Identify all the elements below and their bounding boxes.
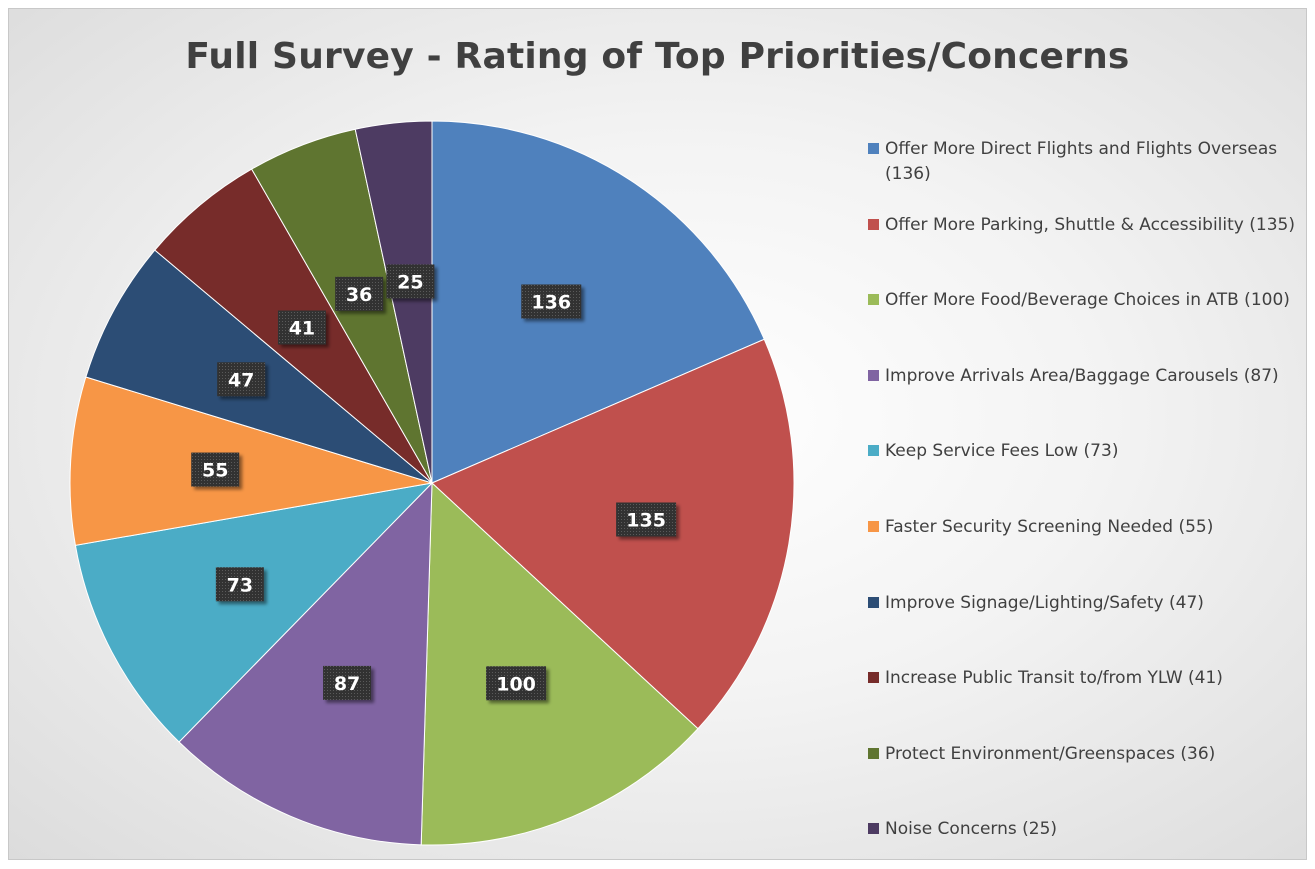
- legend-label: Offer More Parking, Shuttle & Accessibil…: [885, 214, 1295, 235]
- pie-slice: [354, 120, 433, 484]
- data-label-text: 25: [397, 271, 423, 293]
- pie-slice: [69, 376, 433, 546]
- data-label-text: 100: [496, 673, 536, 695]
- legend-item: Offer More Direct Flights and Flights Ov…: [868, 137, 1305, 187]
- legend-item: Offer More Food/Beverage Choices in ATB …: [868, 288, 1305, 313]
- pie-slice: [431, 120, 765, 484]
- legend-label: Faster Security Screening Needed (55): [885, 517, 1214, 537]
- legend-label: Protect Environment/Greenspaces (36): [885, 743, 1216, 764]
- data-label-text: 55: [202, 460, 228, 482]
- legend-label: Improve Arrivals Area/Baggage Carousels …: [885, 365, 1279, 386]
- data-label-box: [521, 284, 582, 319]
- legend-swatch: [868, 369, 879, 381]
- pie-slice: [178, 481, 433, 846]
- legend-item: Faster Security Screening Needed (55): [868, 515, 1305, 540]
- data-label: 73: [215, 567, 264, 602]
- legend-item: Improve Signage/Lighting/Safety (47): [868, 591, 1305, 616]
- legend-swatch: [868, 294, 879, 306]
- data-label-text: 41: [289, 318, 315, 340]
- data-label-box: [335, 276, 384, 311]
- legend-label: Keep Service Fees Low (73): [885, 441, 1119, 462]
- pie-slice: [74, 482, 434, 743]
- data-label: 41: [277, 310, 326, 345]
- legend-label: Increase Public Transit to/from YLW (41): [885, 668, 1223, 689]
- data-label-box: [386, 264, 435, 299]
- legend-item: Protect Environment/Greenspaces (36): [868, 742, 1305, 767]
- data-label: 25: [386, 264, 435, 299]
- data-label: 36: [335, 276, 384, 311]
- data-label-box: [217, 362, 266, 397]
- data-label: 87: [323, 665, 372, 700]
- data-label-box: [486, 666, 547, 701]
- legend-item: Keep Service Fees Low (73): [868, 439, 1305, 464]
- data-label-text: 73: [227, 574, 253, 596]
- legend-label: Improve Signage/Lighting/Safety (47): [885, 592, 1204, 613]
- legend-swatch: [868, 521, 879, 532]
- legend-item: Improve Arrivals Area/Baggage Carousels …: [868, 364, 1305, 389]
- data-label-box: [277, 310, 326, 345]
- pie-slice: [420, 481, 699, 846]
- legend-item: Offer More Parking, Shuttle & Accessibil…: [868, 213, 1305, 238]
- legend-swatch: [868, 218, 879, 230]
- data-label-box: [191, 452, 240, 487]
- data-label: 136: [521, 284, 582, 319]
- data-label-text: 135: [626, 509, 666, 531]
- data-label-box: [616, 502, 677, 537]
- chart-title: Full Survey - Rating of Top Priorities/C…: [185, 36, 1130, 77]
- data-label: 47: [217, 362, 266, 397]
- data-label-text: 36: [346, 284, 372, 306]
- data-label-text: 47: [228, 369, 254, 391]
- data-label-box: [323, 665, 372, 700]
- legend-label: Offer More Direct Flights and Flights Ov…: [885, 139, 1278, 184]
- data-label: 135: [616, 502, 677, 537]
- legend-swatch: [868, 747, 879, 759]
- legend-swatch: [868, 672, 879, 684]
- legend-swatch: [868, 596, 879, 608]
- legend-label: Offer More Food/Beverage Choices in ATB …: [885, 290, 1290, 311]
- pie-slice: [431, 338, 795, 730]
- legend-swatch: [868, 143, 879, 154]
- legend-item: Increase Public Transit to/from YLW (41): [868, 666, 1305, 691]
- legend-swatch: [868, 445, 879, 457]
- legend-label: Noise Concerns (25): [885, 819, 1058, 840]
- data-label: 55: [191, 452, 240, 487]
- legend-item: Noise Concerns (25): [868, 817, 1305, 842]
- data-label-text: 87: [334, 673, 360, 695]
- data-label-text: 136: [531, 291, 571, 313]
- legend-swatch: [868, 823, 879, 835]
- data-label: 100: [486, 666, 547, 701]
- data-label-box: [215, 567, 264, 602]
